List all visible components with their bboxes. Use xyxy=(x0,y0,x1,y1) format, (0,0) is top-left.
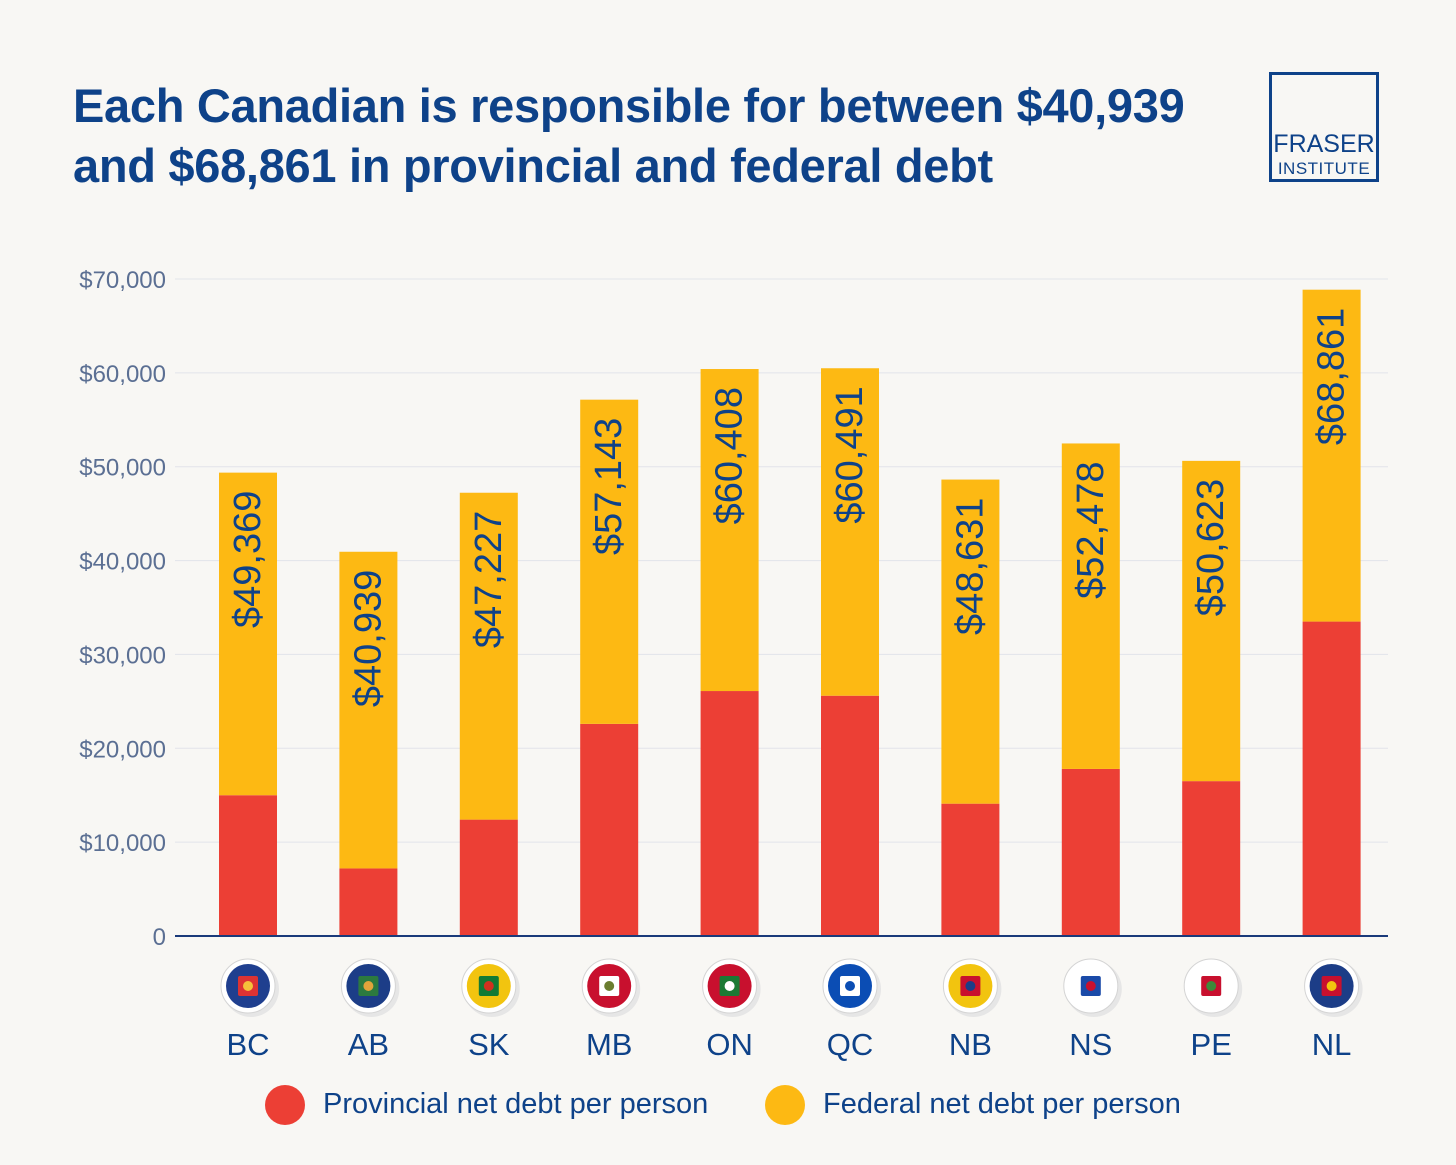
total-label-sk: $47,227 xyxy=(468,511,510,648)
x-tick-label-nb: NB xyxy=(949,1027,992,1062)
bar-provincial-sk xyxy=(459,819,518,936)
total-label-ab: $40,939 xyxy=(347,570,389,707)
total-label-pe: $50,623 xyxy=(1190,479,1232,616)
mb-flag-icon xyxy=(581,958,641,1017)
bar-provincial-ab xyxy=(339,868,398,936)
chart-title: Each Canadian is responsible for between… xyxy=(73,79,1185,192)
bar-provincial-ns xyxy=(1061,768,1120,936)
legend-label-federal: Federal net debt per person xyxy=(823,1088,1181,1120)
fraser-institute-logo: FRASER INSTITUTE xyxy=(1269,72,1379,182)
total-label-bc: $49,369 xyxy=(227,491,269,628)
bar-federal-qc xyxy=(821,368,879,696)
pe-flag-icon xyxy=(1183,958,1243,1017)
bar-provincial-nb xyxy=(941,803,1000,936)
bar-provincial-bc xyxy=(219,795,277,936)
bar-federal-pe xyxy=(1182,460,1241,782)
bar-federal-ns xyxy=(1061,443,1120,769)
x-tick-label-pe: PE xyxy=(1191,1027,1232,1062)
bar-federal-sk xyxy=(459,492,518,820)
bar-federal-mb xyxy=(580,399,639,724)
bar-provincial-pe xyxy=(1182,781,1241,936)
nb-flag-icon xyxy=(942,958,1002,1017)
total-label-ns: $52,478 xyxy=(1070,461,1112,598)
x-tick-label-sk: SK xyxy=(468,1027,510,1062)
y-tick-label: 0 xyxy=(153,924,166,951)
x-tick-label-mb: MB xyxy=(586,1027,633,1062)
bar-federal-nb xyxy=(941,479,1000,804)
legend-swatch-federal xyxy=(765,1085,805,1125)
ab-flag-icon xyxy=(340,958,400,1017)
bc-flag-icon xyxy=(220,958,279,1017)
bar-federal-on xyxy=(700,369,759,692)
legend-label-provincial: Provincial net debt per person xyxy=(323,1088,709,1120)
bar-provincial-qc xyxy=(821,695,879,936)
bar-federal-nl xyxy=(1302,289,1361,622)
x-tick-label-ns: NS xyxy=(1069,1027,1112,1062)
total-label-mb: $57,143 xyxy=(588,418,630,555)
y-tick-label: $10,000 xyxy=(79,830,166,857)
on-flag-icon xyxy=(702,958,761,1017)
logo-text-institute: INSTITUTE xyxy=(1277,159,1371,178)
x-tick-label-qc: QC xyxy=(827,1027,874,1062)
chart-legend: Provincial net debt per person Federal n… xyxy=(0,1080,1456,1130)
bar-federal-ab xyxy=(339,551,398,869)
y-tick-label: $60,000 xyxy=(79,361,166,388)
bar-provincial-on xyxy=(700,691,759,936)
total-label-nl: $68,861 xyxy=(1311,308,1353,445)
total-label-qc: $60,491 xyxy=(829,386,871,523)
stacked-bar-chart: 0 $10,000 $20,000 $30,000 $40,000 $50,000 $60,… xyxy=(79,267,1388,1062)
legend-swatch-provincial xyxy=(265,1085,305,1125)
bar-provincial-nl xyxy=(1302,621,1361,936)
logo-text-fraser: FRASER xyxy=(1273,130,1375,158)
x-tick-label-bc: BC xyxy=(226,1027,269,1062)
total-label-nb: $48,631 xyxy=(949,498,991,635)
qc-flag-icon xyxy=(822,958,881,1017)
sk-flag-icon xyxy=(461,958,520,1017)
y-tick-label: $30,000 xyxy=(79,642,166,669)
bar-federal-bc xyxy=(219,472,277,796)
y-tick-label: $20,000 xyxy=(79,736,166,763)
y-tick-label: $50,000 xyxy=(79,455,166,482)
y-tick-label: $70,000 xyxy=(79,267,166,294)
nl-flag-icon xyxy=(1304,958,1363,1017)
x-tick-label-ab: AB xyxy=(348,1027,389,1062)
total-label-on: $60,408 xyxy=(709,387,751,524)
y-tick-label: $40,000 xyxy=(79,549,166,576)
x-tick-label-on: ON xyxy=(706,1027,753,1062)
x-tick-label-nl: NL xyxy=(1312,1027,1352,1062)
bar-provincial-mb xyxy=(580,723,639,936)
ns-flag-icon xyxy=(1063,958,1122,1017)
